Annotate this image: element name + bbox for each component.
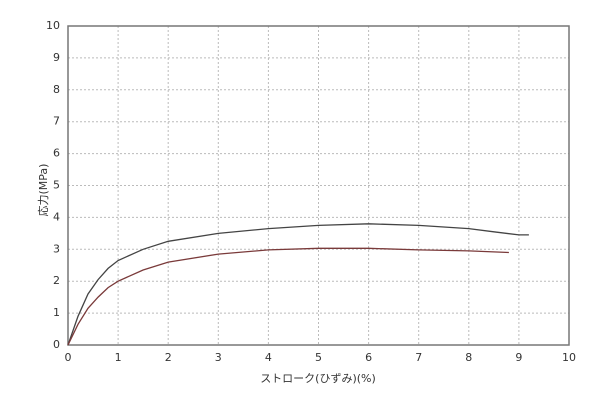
data-line <box>67 223 529 346</box>
y-tick-label: 5 <box>53 179 60 192</box>
x-tick-label: 1 <box>115 351 122 364</box>
data-line <box>67 247 509 346</box>
x-axis-label: ストローク(ひずみ)(%) <box>260 372 376 385</box>
y-tick-label: 6 <box>53 147 60 160</box>
y-axis-label: 応力(MPa) <box>36 164 50 217</box>
x-tick-label: 10 <box>562 351 576 364</box>
y-tick-label: 0 <box>53 338 60 351</box>
plot-frame <box>67 25 570 346</box>
y-tick-label: 7 <box>53 115 60 128</box>
y-tick-label: 1 <box>53 306 60 319</box>
x-tick-label: 3 <box>215 351 222 364</box>
x-tick-label: 6 <box>365 351 372 364</box>
y-tick-label: 8 <box>53 83 60 96</box>
y-tick-label: 3 <box>53 242 60 255</box>
x-tick-label: 0 <box>65 351 72 364</box>
x-tick-label: 5 <box>315 351 322 364</box>
x-tick-label: 7 <box>415 351 422 364</box>
y-tick-label: 9 <box>53 51 60 64</box>
y-tick-label: 4 <box>53 210 60 223</box>
x-tick-label: 2 <box>165 351 172 364</box>
y-tick-label: 10 <box>46 19 60 32</box>
y-tick-label: 2 <box>53 274 60 287</box>
x-tick-label: 4 <box>265 351 272 364</box>
x-tick-label: 9 <box>515 351 522 364</box>
x-tick-label: 8 <box>465 351 472 364</box>
